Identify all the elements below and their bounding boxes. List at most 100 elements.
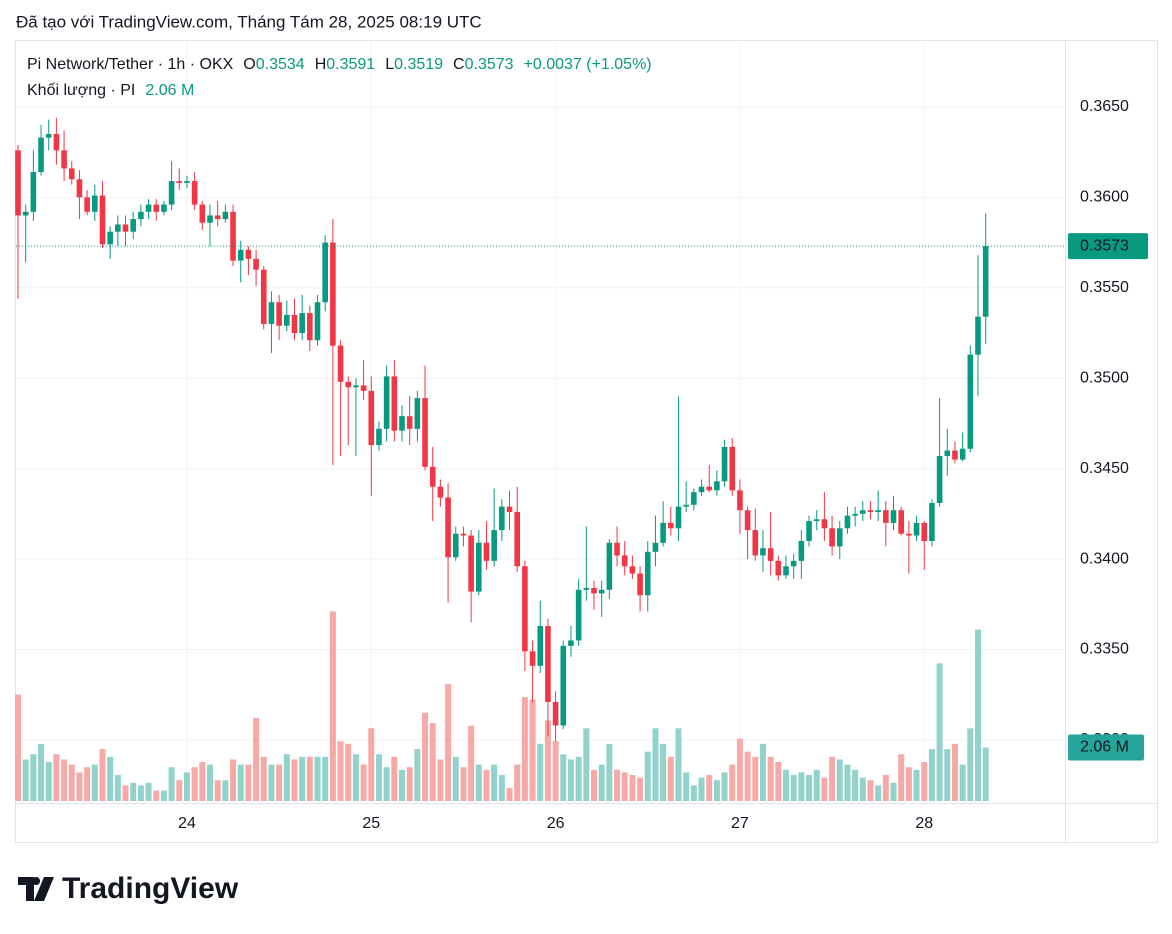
candle-body [644,551,651,596]
candle-body [376,428,382,446]
candle-body [122,224,129,232]
volume-bar [898,754,905,801]
candle-body [452,533,459,558]
volume-bar [905,767,912,801]
volume-bar [921,762,928,801]
candle-body [729,446,736,491]
candle-body [38,137,44,173]
volume-bar [529,699,536,801]
candle-body [714,481,720,491]
candle-body [345,381,352,388]
candle-body [445,497,451,558]
candle-body [276,302,282,326]
volume-bar [506,788,513,801]
x-tick-label: 25 [362,815,380,832]
volume-bar [775,762,782,801]
candle-body [806,521,812,541]
candle-body [552,701,559,726]
high-value: 0.3591 [326,56,375,73]
candle-body [68,168,75,180]
volume-bar [744,751,751,801]
volume-bar [153,790,160,801]
candle-body [15,150,21,216]
price-badge-text: 0.3573 [1080,237,1129,254]
volume-bar [483,769,490,801]
candle-body [145,204,152,212]
candle-body [115,224,121,232]
logo-mark [18,877,54,901]
volume-bar [852,769,859,801]
volume-bar [207,764,213,801]
candle-body [460,533,467,536]
volume-bar [944,749,951,801]
candle-body [222,211,229,220]
candle-body [813,519,820,522]
volume-bar [422,712,429,801]
candle-body [583,587,590,590]
volume-bar [30,754,37,801]
close-label: C [453,56,465,73]
candle-body [952,450,958,460]
candle-body [207,215,213,223]
volume-bar [291,759,298,801]
candle-body [360,385,367,391]
candle-body [237,249,244,261]
volume-bar [245,764,252,801]
y-tick-label: 0.3450 [1080,460,1129,477]
volume-bar [790,775,797,801]
volume-bar [99,749,106,801]
volume-bar [982,747,989,801]
volume-bar [337,741,344,801]
candle-body [268,302,275,324]
volume-bar [160,790,167,801]
volume-bar [606,743,613,801]
volume-bar [675,728,682,801]
volume-bar [414,749,421,801]
volume-bar [537,743,544,801]
volume-bar [913,769,920,801]
volume-bar [191,767,198,801]
candle-body [107,231,113,245]
candle-body [399,416,405,431]
volume-bar [583,728,590,801]
candle-body [668,522,674,529]
candle-body [314,302,321,341]
volume-bar [629,775,636,801]
volume-bar [821,777,828,801]
volume-bar [882,775,889,801]
candle-body [53,134,60,151]
volume-bar [890,782,897,801]
volume-bar [360,764,367,801]
volume-bar [445,684,452,801]
candle-body [560,645,567,726]
volume-bar [875,785,882,801]
volume-bar [145,782,152,801]
volume-bar [383,767,390,801]
volume-bar [475,764,482,801]
volume-bar [683,772,690,801]
x-tick-label: 24 [178,815,196,832]
candle-body [168,181,175,205]
volume-bar [591,769,597,801]
symbol: Pi Network/Tether · 1h · OKX [27,56,234,73]
candle-body [230,211,236,261]
volume-bar [107,756,114,801]
volume-bar [306,756,313,801]
candle-body [721,446,728,482]
volume-bar [114,775,121,801]
volume-bar [936,663,943,801]
volume-bar [53,754,60,801]
volume-bar [614,769,621,801]
volume-bar [122,785,129,801]
candle-body [921,522,928,541]
header-text: Đã tạo với TradingView.com, Tháng Tám 28… [16,12,482,31]
candle-body [875,510,881,513]
candle-body [61,150,67,169]
volume-bar [552,741,559,801]
candle-body [821,519,828,529]
volume-bar [660,743,667,801]
volume-value: 2.06 M [145,82,194,99]
candle-body [575,589,582,641]
volume-badge [1068,734,1144,761]
